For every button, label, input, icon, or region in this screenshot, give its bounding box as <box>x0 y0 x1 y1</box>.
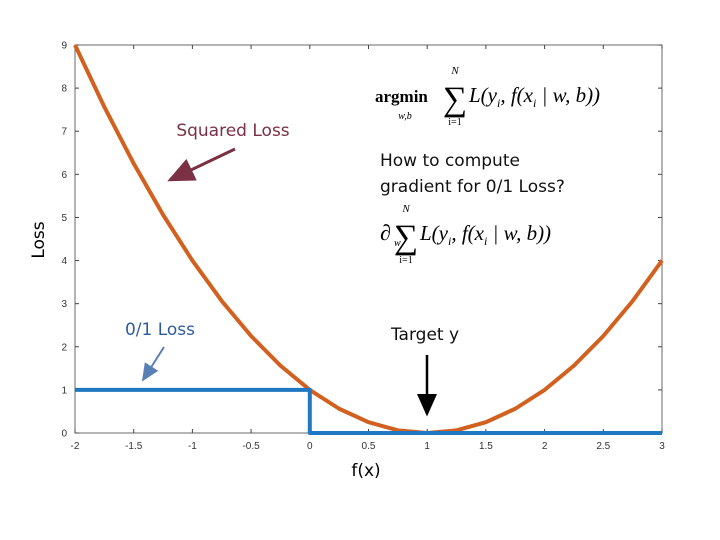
y-tick-label: 0 <box>61 429 67 440</box>
formula-subscript: i <box>448 234 451 248</box>
y-tick-label: 2 <box>61 342 67 353</box>
annotation: gradient for 0/1 Loss? <box>380 177 565 197</box>
y-tick-label: 4 <box>61 256 67 267</box>
series-line <box>75 387 662 435</box>
x-tick-label: 1 <box>424 441 430 452</box>
y-axis-label: Loss <box>29 221 49 258</box>
x-tick-label: -0.5 <box>242 441 260 452</box>
formula-subscript: i <box>497 96 500 110</box>
formula-operator: argmin <box>375 87 428 106</box>
y-tick-label: 8 <box>61 84 67 95</box>
formula-sum: ∑ <box>443 81 467 118</box>
formula-part: , f(x <box>500 83 533 107</box>
x-tick-label: 1.5 <box>479 441 493 452</box>
y-tick-label: 6 <box>61 170 67 181</box>
x-tick-label: 3 <box>659 441 665 452</box>
y-tick-label: 7 <box>61 127 67 138</box>
annotation: How to compute <box>380 151 520 171</box>
formula-subscript: i <box>533 96 536 110</box>
formula-part: | w, b)) <box>487 221 551 245</box>
formula-part: L(y <box>419 221 449 245</box>
arrow <box>141 346 165 382</box>
y-tick-label: 9 <box>61 41 67 52</box>
formula-part: L(y <box>468 83 498 107</box>
formula-sum-bottom: i=1 <box>448 117 461 128</box>
plot: -2 -1.5 -1 -0.5 0 0.5 1 1.5 2 2.5 3 0 1 2 3 4 5 6 7 8 9 <box>61 41 665 453</box>
arrow <box>167 147 236 182</box>
formula-sum-top: N <box>401 203 410 215</box>
x-tick-label: -1 <box>188 441 197 452</box>
formula-operator-sub: w,b <box>398 111 411 122</box>
formula-part: , f(x <box>451 221 484 245</box>
series-line <box>73 44 664 435</box>
x-tick-label: 0 <box>307 441 313 452</box>
y-tick-label: 5 <box>61 213 67 224</box>
x-tick-label: 2 <box>542 441 548 452</box>
x-axis-label: f(x) <box>351 461 380 481</box>
x-tick-label: 0.5 <box>362 441 376 452</box>
zero-one-loss-label: 0/1 Loss <box>125 320 195 340</box>
formula-operator: ∂ <box>380 220 391 245</box>
formula-sum-bottom: i=1 <box>399 255 412 266</box>
formula-body: L(yi, f(xi | w, b)) <box>468 83 600 110</box>
formula-part: | w, b)) <box>536 83 600 107</box>
x-tick-label: 2.5 <box>596 441 610 452</box>
x-tick-label: -1.5 <box>125 441 143 452</box>
formula-subscript: i <box>484 234 487 248</box>
y-tick-label: 3 <box>61 299 67 310</box>
formula-operator-sub: w <box>394 238 401 249</box>
formula-body: L(yi, f(xi | w, b)) <box>419 221 551 248</box>
squared-loss-label: Squared Loss <box>176 121 289 141</box>
formula-sum-top: N <box>450 65 459 77</box>
x-tick-label: -2 <box>71 441 80 452</box>
formula-sum: ∑ <box>394 219 418 256</box>
y-tick-label: 1 <box>61 385 67 396</box>
annotation: Target y <box>390 325 459 345</box>
